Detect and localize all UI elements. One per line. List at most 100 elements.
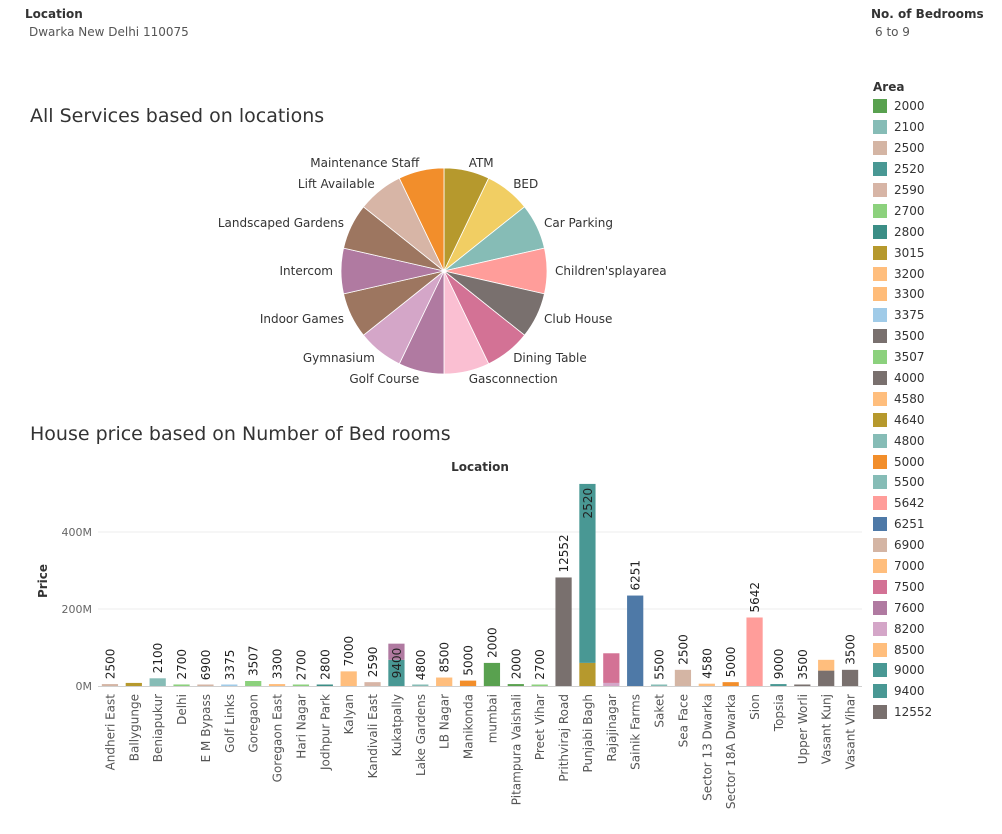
bar-vasant-kunj-seg-1[interactable] [818,659,835,671]
bar-hari-nagar[interactable] [292,684,310,687]
bar-rajajinagar-seg-1[interactable] [603,653,620,683]
bar-punjabi-bagh-seg-0[interactable] [579,662,596,686]
legend-swatch [873,266,887,281]
filter-bedrooms-value[interactable]: 6 to 9 [875,25,910,39]
legend-swatch [873,350,887,365]
bar-beniapukur[interactable] [149,678,166,686]
legend-label: 8200 [894,621,925,636]
legend-item-4640[interactable]: 4640 [873,409,993,430]
bar-data-label: 2500 [676,634,690,665]
legend-item-4580[interactable]: 4580 [873,388,993,409]
legend-swatch [873,224,887,239]
legend-item-7600[interactable]: 7600 [873,597,993,618]
bar-ballygunge[interactable] [125,682,142,686]
bar-pitampura-vaishali[interactable] [507,684,524,686]
bar-sainik-farms[interactable] [627,595,644,686]
bar-topsia[interactable] [770,684,787,686]
bar-data-label: 7000 [342,636,356,667]
pie-chart-title: All Services based on locations [30,105,325,127]
bar-data-label: 2000 [509,649,523,680]
x-category-label: Sea Face [676,694,690,747]
pie-label-dining-table: Dining Table [513,351,587,365]
bar-kalyan[interactable] [340,671,357,686]
legend-item-3375[interactable]: 3375 [873,305,993,326]
legend-item-2100[interactable]: 2100 [873,117,993,138]
legend-item-3015[interactable]: 3015 [873,242,993,263]
legend-item-9000[interactable]: 9000 [873,660,993,681]
legend-item-9400[interactable]: 9400 [873,681,993,702]
pie-label-club-house: Club House [544,312,612,326]
bar-lake-gardens[interactable] [412,684,429,687]
legend-item-2700[interactable]: 2700 [873,200,993,221]
pie-slice-maintenance-staff[interactable] [398,167,445,272]
bar-goregaon-east[interactable] [268,684,286,686]
bar-sea-face[interactable] [674,669,692,686]
bar-jodhpur-park[interactable] [316,684,333,687]
bar-data-label: 5642 [748,582,762,613]
legend-item-7000[interactable]: 7000 [873,556,993,577]
bar-delhi[interactable] [173,684,190,686]
legend-label: 5000 [894,454,925,469]
bar-punjabi-bagh-seg-1[interactable] [579,483,596,663]
area-legend: Area 2000 2100 2500 2520 2590 2700 2800 3015 320… [873,80,993,723]
legend-item-5000[interactable]: 5000 [873,451,993,472]
legend-label: 3375 [894,308,925,323]
legend-label: 2590 [894,183,925,197]
x-category-label: Manikonda [462,694,476,759]
bar-mumbai[interactable] [483,662,501,686]
legend-item-3507[interactable]: 3507 [873,347,993,368]
x-category-label: Delhi [175,694,189,725]
legend-item-4000[interactable]: 4000 [873,368,993,389]
bar-goregaon[interactable] [245,681,262,686]
bar-lb-nagar[interactable] [436,677,453,686]
pie-label-intercom: Intercom [279,264,333,278]
legend-item-4800[interactable]: 4800 [873,430,993,451]
bar-kukatpally-seg-0[interactable] [388,659,405,686]
bar-e-m-bypass[interactable] [197,684,214,687]
legend-item-2000[interactable]: 2000 [873,96,993,117]
legend-swatch [873,454,887,469]
legend-swatch [873,475,887,490]
bar-vasant-vihar[interactable] [841,669,859,686]
filter-location-value[interactable]: Dwarka New Delhi 110075 [29,25,189,39]
legend-item-6251[interactable]: 6251 [873,514,993,535]
legend-item-5642[interactable]: 5642 [873,493,993,514]
legend-item-8200[interactable]: 8200 [873,618,993,639]
legend-item-2500[interactable]: 2500 [873,138,993,159]
legend-item-3300[interactable]: 3300 [873,284,993,305]
bar-manikonda[interactable] [459,680,477,686]
x-category-label: Kalyan [342,694,356,734]
legend-swatch [873,245,887,260]
bar-sion[interactable] [746,617,763,686]
bar-prithviraj-road[interactable] [555,577,572,686]
bar-golf-links[interactable] [221,684,238,687]
bar-data-label: 4580 [700,648,714,679]
bar-saket[interactable] [650,684,668,687]
legend-swatch [873,162,887,177]
legend-item-6900[interactable]: 6900 [873,535,993,556]
bar-rajajinagar-seg-0[interactable] [603,682,620,686]
bar-sector-13-dwarka[interactable] [698,683,715,686]
x-category-label: Kandivali East [366,694,380,779]
legend-item-12552[interactable]: 12552 [873,702,993,723]
bar-kukatpally-seg-1[interactable] [388,643,405,660]
bar-upper-worli[interactable] [794,684,811,687]
legend-item-8500[interactable]: 8500 [873,639,993,660]
legend-item-2520[interactable]: 2520 [873,159,993,180]
legend-swatch [873,684,887,699]
legend-item-5500[interactable]: 5500 [873,472,993,493]
legend-item-2800[interactable]: 2800 [873,221,993,242]
legend-item-7500[interactable]: 7500 [873,576,993,597]
bar-sector-18a-dwarka[interactable] [722,682,739,686]
bar-vasant-kunj-seg-0[interactable] [818,670,835,686]
bar-kandivali-east[interactable] [364,682,381,686]
bar-andheri-east[interactable] [101,684,119,686]
x-category-label: Goregaon East [271,694,285,783]
legend-swatch [873,308,887,323]
legend-item-2590[interactable]: 2590 [873,180,993,201]
legend-item-3500[interactable]: 3500 [873,326,993,347]
x-category-label: Lake Gardens [414,694,428,776]
bar-preet-vihar[interactable] [531,684,548,687]
bar-data-label: 5000 [724,647,738,678]
legend-item-3200[interactable]: 3200 [873,263,993,284]
